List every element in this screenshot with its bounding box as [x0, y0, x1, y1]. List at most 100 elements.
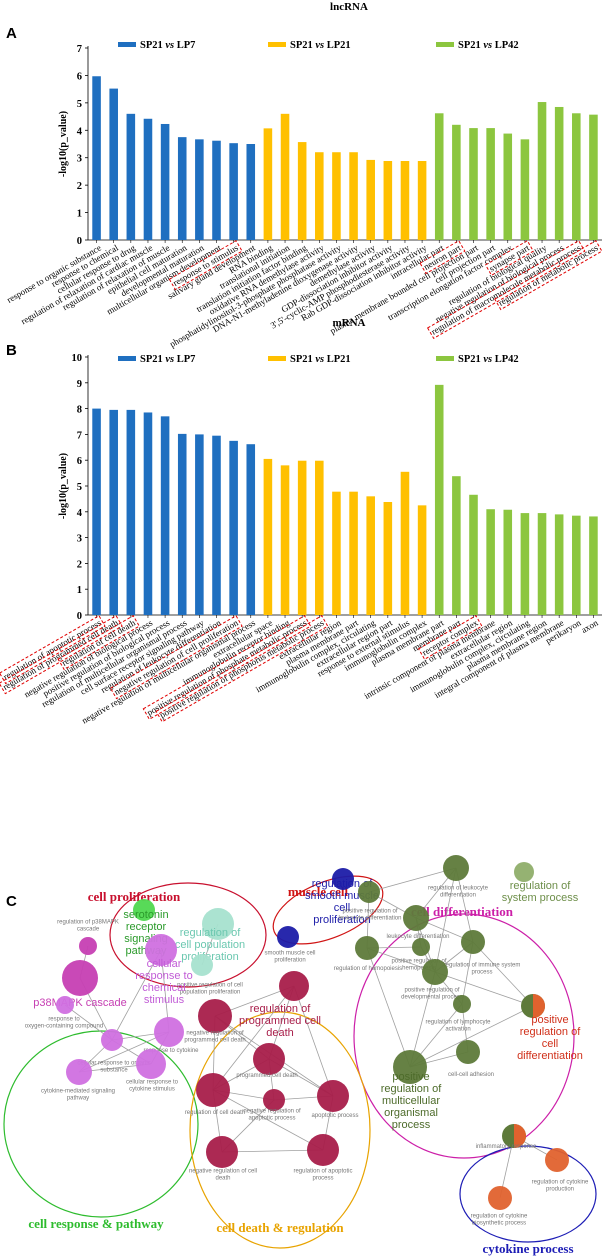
category-label: axon [579, 617, 600, 635]
legend-item: SP21 vs LP21 [268, 354, 351, 365]
node-circle [253, 1043, 285, 1075]
y-tick-label: 2 [77, 559, 82, 570]
y-tick-label: 2 [77, 181, 82, 192]
network-edge [368, 867, 457, 893]
bar [143, 412, 153, 615]
network-node: regulation of cytokine production [532, 1148, 589, 1192]
legend-item: SP21 vs LP7 [118, 40, 195, 51]
node-circle [79, 937, 97, 955]
network-node: inflammatory response [476, 1124, 537, 1150]
node-circle [191, 954, 213, 976]
bar [554, 106, 564, 240]
network-node: cellular response to chemical stimulus [135, 934, 193, 1006]
network-edge [221, 1149, 324, 1153]
y-tick-label: 4 [77, 126, 83, 137]
node-circle [307, 1134, 339, 1166]
bar [589, 516, 598, 615]
bar [126, 113, 136, 240]
node-circle [62, 960, 98, 996]
node-label: regulation of programmed cell death [239, 1003, 321, 1039]
legend-swatch [268, 356, 286, 361]
node-label: positive regulation of multicellular organi… [381, 1071, 442, 1131]
legend-item: SP21 vs LP42 [436, 40, 519, 51]
node-label: cellular response to cytokine stimulus [126, 1080, 179, 1093]
y-tick-label: 9 [77, 379, 82, 390]
highlight-box [426, 240, 586, 340]
chart-title: lncRNA [330, 1, 368, 13]
node-circle [136, 1049, 166, 1079]
group-boundary [353, 913, 575, 1159]
network-node: positive regulation of multicellular organi… [381, 1050, 442, 1131]
y-tick-label: 6 [77, 71, 82, 82]
legend-label: SP21 vs LP42 [458, 40, 519, 51]
group-label: cell death & regulation [216, 1220, 344, 1235]
node-label: leukocyte differentiation [387, 934, 450, 940]
legend-label: SP21 vs LP21 [290, 40, 351, 51]
network-node: regulation of system process [502, 862, 579, 904]
bar [366, 159, 375, 240]
network-node: positive regulation of cell differentiation [517, 994, 583, 1062]
legend-label: SP21 vs LP42 [458, 354, 519, 365]
node-label: apoptotic process [311, 1113, 358, 1119]
bar [554, 514, 564, 615]
node-half [514, 1124, 526, 1148]
node-label: regulation of cell population proliferatio… [175, 927, 245, 963]
legend-swatch [436, 42, 454, 47]
legend-label: SP21 vs LP7 [140, 354, 195, 365]
node-circle [358, 881, 380, 903]
node-label: regulation of system process [502, 880, 579, 904]
group-label: cell proliferation [88, 889, 181, 904]
network-node: apoptotic process [311, 1080, 359, 1119]
highlight-box [417, 615, 483, 660]
node-label: regulation of apoptotic process [293, 1169, 352, 1182]
network-edge [78, 1031, 170, 1073]
bar [160, 416, 170, 615]
bar [92, 76, 101, 240]
node-label: regulation of leukocyte differentiation [428, 886, 489, 899]
node-circle [145, 934, 177, 966]
bar [297, 142, 307, 240]
bar [400, 161, 410, 240]
node-label: regulation of p38MAPK cascade [57, 920, 119, 933]
network-node: regulation of immune system process [444, 930, 520, 975]
bar [109, 409, 118, 615]
chart-title: mRNA [333, 317, 366, 329]
network-edge [293, 985, 334, 1097]
highlight-box [57, 615, 140, 671]
y-tick-label: 5 [77, 482, 82, 493]
y-tick-label: 3 [77, 154, 82, 165]
legend-item: SP21 vs LP21 [268, 40, 351, 51]
y-axis-label: -log10(p_value) [58, 453, 69, 519]
network-node: regulation of programmed cell death [239, 971, 321, 1039]
node-circle [355, 936, 379, 960]
node-label: regulation of lymphocyte activation [425, 1020, 491, 1033]
node-label: positive regulation of cell population pr… [177, 983, 243, 996]
bar [520, 139, 530, 240]
bar [315, 152, 324, 240]
bar [195, 139, 204, 240]
node-circle [412, 938, 430, 956]
panel-letter: C [6, 893, 17, 910]
network-node: cellular response to organic substance [77, 1029, 151, 1073]
bar [417, 161, 427, 240]
network-edge [434, 867, 457, 973]
bar [315, 460, 324, 615]
highlight-box [155, 615, 329, 723]
panel-letter: B [6, 342, 17, 359]
node-circle [403, 905, 429, 931]
node-circle [154, 1017, 184, 1047]
bar [349, 152, 358, 240]
node-circle [279, 971, 309, 1001]
bar [349, 491, 358, 615]
network-node: negative regulation of apoptotic process [243, 1089, 301, 1121]
node-circle [456, 1040, 480, 1064]
network-node: leukocyte differentiation [387, 905, 450, 940]
legend-label: SP21 vs LP21 [290, 354, 351, 365]
highlight-box [0, 615, 123, 695]
node-label: smooth muscle cell proliferation [264, 951, 315, 964]
y-tick-label: 5 [77, 99, 82, 110]
bar [160, 123, 170, 240]
bar [263, 128, 273, 240]
